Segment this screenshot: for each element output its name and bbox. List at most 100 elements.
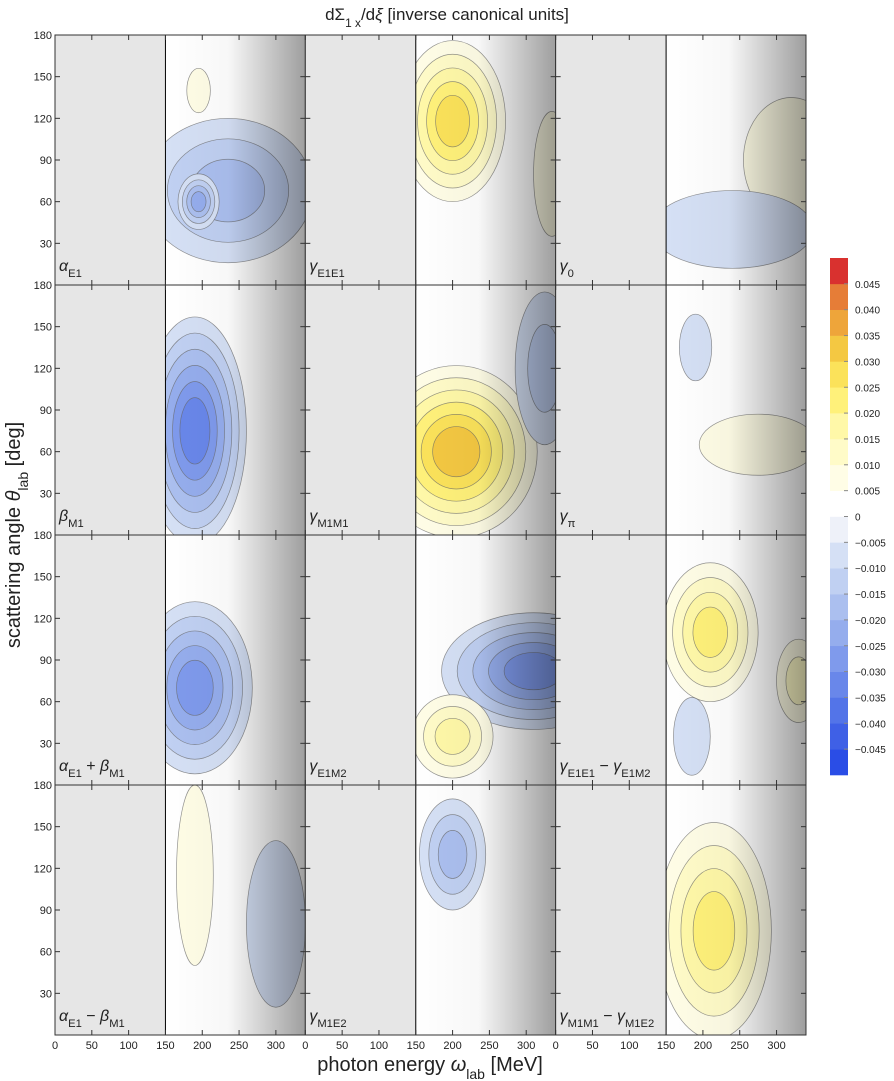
panel-label-part: γ xyxy=(617,1008,626,1025)
colorbar-tick-label: 0.025 xyxy=(855,383,880,394)
x-axis-label: photon energy ωlab [MeV] xyxy=(317,1054,543,1081)
colorbar-band xyxy=(830,413,848,440)
excluded-region xyxy=(55,285,166,535)
colorbar-tick-label: 0.045 xyxy=(855,280,880,291)
x-tick-label: 50 xyxy=(336,1040,348,1052)
x-axis-label-part: [MeV] xyxy=(485,1054,543,1076)
colorbar-band xyxy=(830,645,848,672)
colorbar-band xyxy=(830,335,848,362)
colorbar-tick-label: 0.030 xyxy=(855,357,880,368)
panel-label-part: α xyxy=(59,1008,69,1025)
shading xyxy=(666,285,806,535)
panel-label-part: β xyxy=(58,508,68,525)
y-axis-label-part: [deg] xyxy=(3,422,25,472)
chart-title-part: ξ xyxy=(375,5,384,24)
panel xyxy=(55,285,306,535)
colorbar-tick-label: −0.015 xyxy=(855,590,886,601)
y-tick-label: 30 xyxy=(40,738,52,750)
y-tick-label: 120 xyxy=(34,363,52,375)
chart-title-part: 1 x xyxy=(345,16,361,30)
shading xyxy=(415,785,556,1035)
panel xyxy=(555,785,806,1035)
panel-label: γM1E2 xyxy=(309,1008,346,1030)
colorbar-tick-label: 0.005 xyxy=(855,487,880,498)
colorbar-tick-label: −0.010 xyxy=(855,564,886,575)
panel-label-part: γ xyxy=(560,508,569,525)
panel xyxy=(555,535,806,785)
panel-label-part: γ xyxy=(309,258,318,275)
excluded-region xyxy=(555,35,667,285)
x-tick-label: 0 xyxy=(302,1040,308,1052)
y-axis-label-part: θ xyxy=(3,490,25,501)
colorbar-band xyxy=(830,283,848,310)
y-tick-label: 120 xyxy=(34,113,52,125)
colorbar-tick-label: −0.040 xyxy=(855,719,886,730)
panel-label: γ0 xyxy=(560,258,574,280)
y-tick-label: 150 xyxy=(34,322,52,334)
colorbar-tick-label: 0.040 xyxy=(855,306,880,317)
x-tick-label: 300 xyxy=(267,1040,285,1052)
colorbar-tick-label: 0.035 xyxy=(855,332,880,343)
colorbar-band xyxy=(830,542,848,569)
colorbar-band xyxy=(830,361,848,388)
y-tick-label: 90 xyxy=(40,655,52,667)
x-tick-label: 100 xyxy=(119,1040,137,1052)
x-axis-label-part: lab xyxy=(466,1066,485,1081)
panel-label: γE1E1 xyxy=(309,258,344,280)
panel-label-part: + xyxy=(82,758,100,775)
panel-label-part: − xyxy=(82,1008,100,1025)
colorbar-tick-label: −0.020 xyxy=(855,616,886,627)
colorbar-tick-label: 0 xyxy=(855,513,861,524)
x-tick-label: 0 xyxy=(553,1040,559,1052)
panel-label-part: α xyxy=(59,258,69,275)
colorbar-band xyxy=(830,387,848,414)
y-axis-label: scattering angle θlab [deg] xyxy=(3,422,31,648)
panel-label-part: E1M2 xyxy=(621,768,650,780)
excluded-region xyxy=(555,285,667,535)
shading xyxy=(415,285,556,535)
colorbar-band xyxy=(830,697,848,724)
excluded-region xyxy=(55,535,166,785)
panel xyxy=(305,785,556,1035)
colorbar-band xyxy=(830,438,848,466)
colorbar-band xyxy=(830,464,848,491)
colorbar-band xyxy=(830,594,848,621)
panel-label-part: γ xyxy=(309,758,318,775)
x-tick-label: 200 xyxy=(694,1040,712,1052)
panel-label: αE1 + βM1 xyxy=(59,758,125,780)
excluded-region xyxy=(305,35,416,285)
shading xyxy=(415,535,556,785)
panel xyxy=(555,35,806,285)
panel-label-part: E1 xyxy=(68,768,82,780)
panel-label: αE1 xyxy=(59,258,82,280)
x-tick-label: 0 xyxy=(52,1040,58,1052)
y-tick-label: 60 xyxy=(40,197,52,209)
x-tick-label: 150 xyxy=(657,1040,675,1052)
y-tick-label: 180 xyxy=(34,780,52,792)
panel xyxy=(305,535,556,785)
panel-label-part: M1 xyxy=(109,768,125,780)
panel-label-part: γ xyxy=(560,1008,569,1025)
panel xyxy=(55,785,306,1035)
panel xyxy=(55,35,306,285)
y-tick-label: 60 xyxy=(40,697,52,709)
colorbar-band xyxy=(830,749,848,776)
excluded-region xyxy=(55,35,166,285)
x-tick-label: 200 xyxy=(443,1040,461,1052)
y-tick-label: 60 xyxy=(40,947,52,959)
panel-label-part: − xyxy=(595,758,613,775)
panel-label-part: π xyxy=(568,518,576,530)
panel-label-part: γ xyxy=(560,258,569,275)
colorbar-tick-label: 0.020 xyxy=(855,409,880,420)
y-axis-label-part: lab xyxy=(15,472,31,491)
colorbar-tick-label: −0.025 xyxy=(855,642,886,653)
x-tick-label: 100 xyxy=(370,1040,388,1052)
y-tick-label: 180 xyxy=(34,530,52,542)
excluded-region xyxy=(55,785,166,1035)
y-tick-label: 180 xyxy=(34,280,52,292)
x-tick-label: 200 xyxy=(193,1040,211,1052)
x-tick-label: 150 xyxy=(407,1040,425,1052)
excluded-region xyxy=(305,285,416,535)
